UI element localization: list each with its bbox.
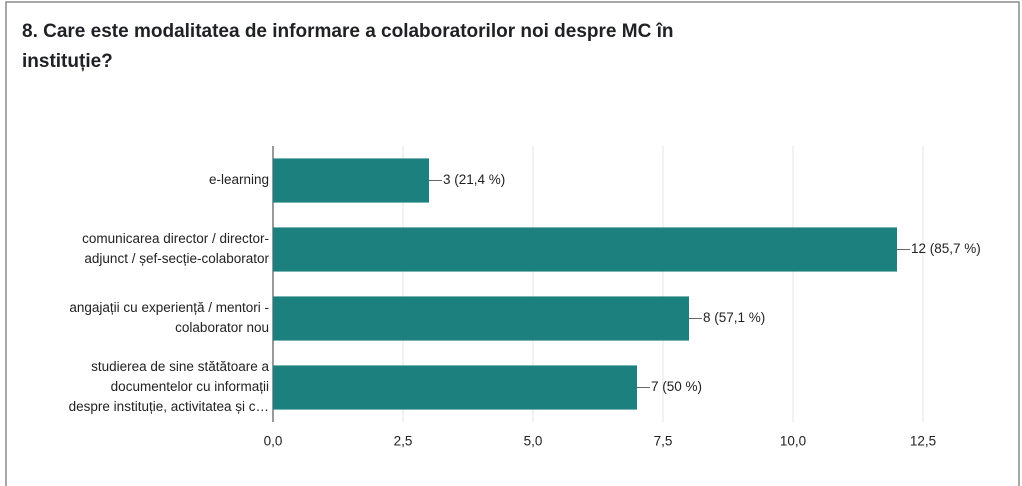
y-tick-label: colaborator nou (175, 320, 269, 335)
x-tick-label: 10,0 (780, 434, 806, 449)
value-label: 8 (57,1 %) (703, 310, 765, 325)
chart-title: 8. Care este modalitatea de informare a … (22, 21, 673, 42)
y-tick-label: despre instituție, activitatea și c… (69, 399, 269, 414)
y-tick-label: adjunct / șef-secție-colaborator (84, 251, 269, 266)
value-label: 12 (85,7 %) (911, 241, 981, 256)
bar (273, 296, 689, 341)
x-tick-label: 0,0 (264, 434, 283, 449)
y-tick-label: e-learning (209, 172, 269, 187)
bar (273, 158, 429, 203)
x-tick-label: 2,5 (394, 434, 413, 449)
value-label: 3 (21,4 %) (443, 172, 505, 187)
y-tick-label: documentelor cu informații (111, 379, 269, 394)
y-tick-label: angajații cu experiență / mentori - (69, 300, 269, 315)
value-label: 7 (50 %) (651, 379, 702, 394)
x-tick-label: 7,5 (654, 434, 673, 449)
x-tick-label: 5,0 (524, 434, 543, 449)
y-tick-label: studierea de sine stătătoare a (91, 359, 269, 374)
chart-title: instituție? (22, 51, 113, 72)
bar (273, 365, 637, 410)
bar (273, 227, 897, 272)
y-tick-label: comunicarea director / director- (82, 231, 269, 246)
x-tick-label: 12,5 (910, 434, 936, 449)
